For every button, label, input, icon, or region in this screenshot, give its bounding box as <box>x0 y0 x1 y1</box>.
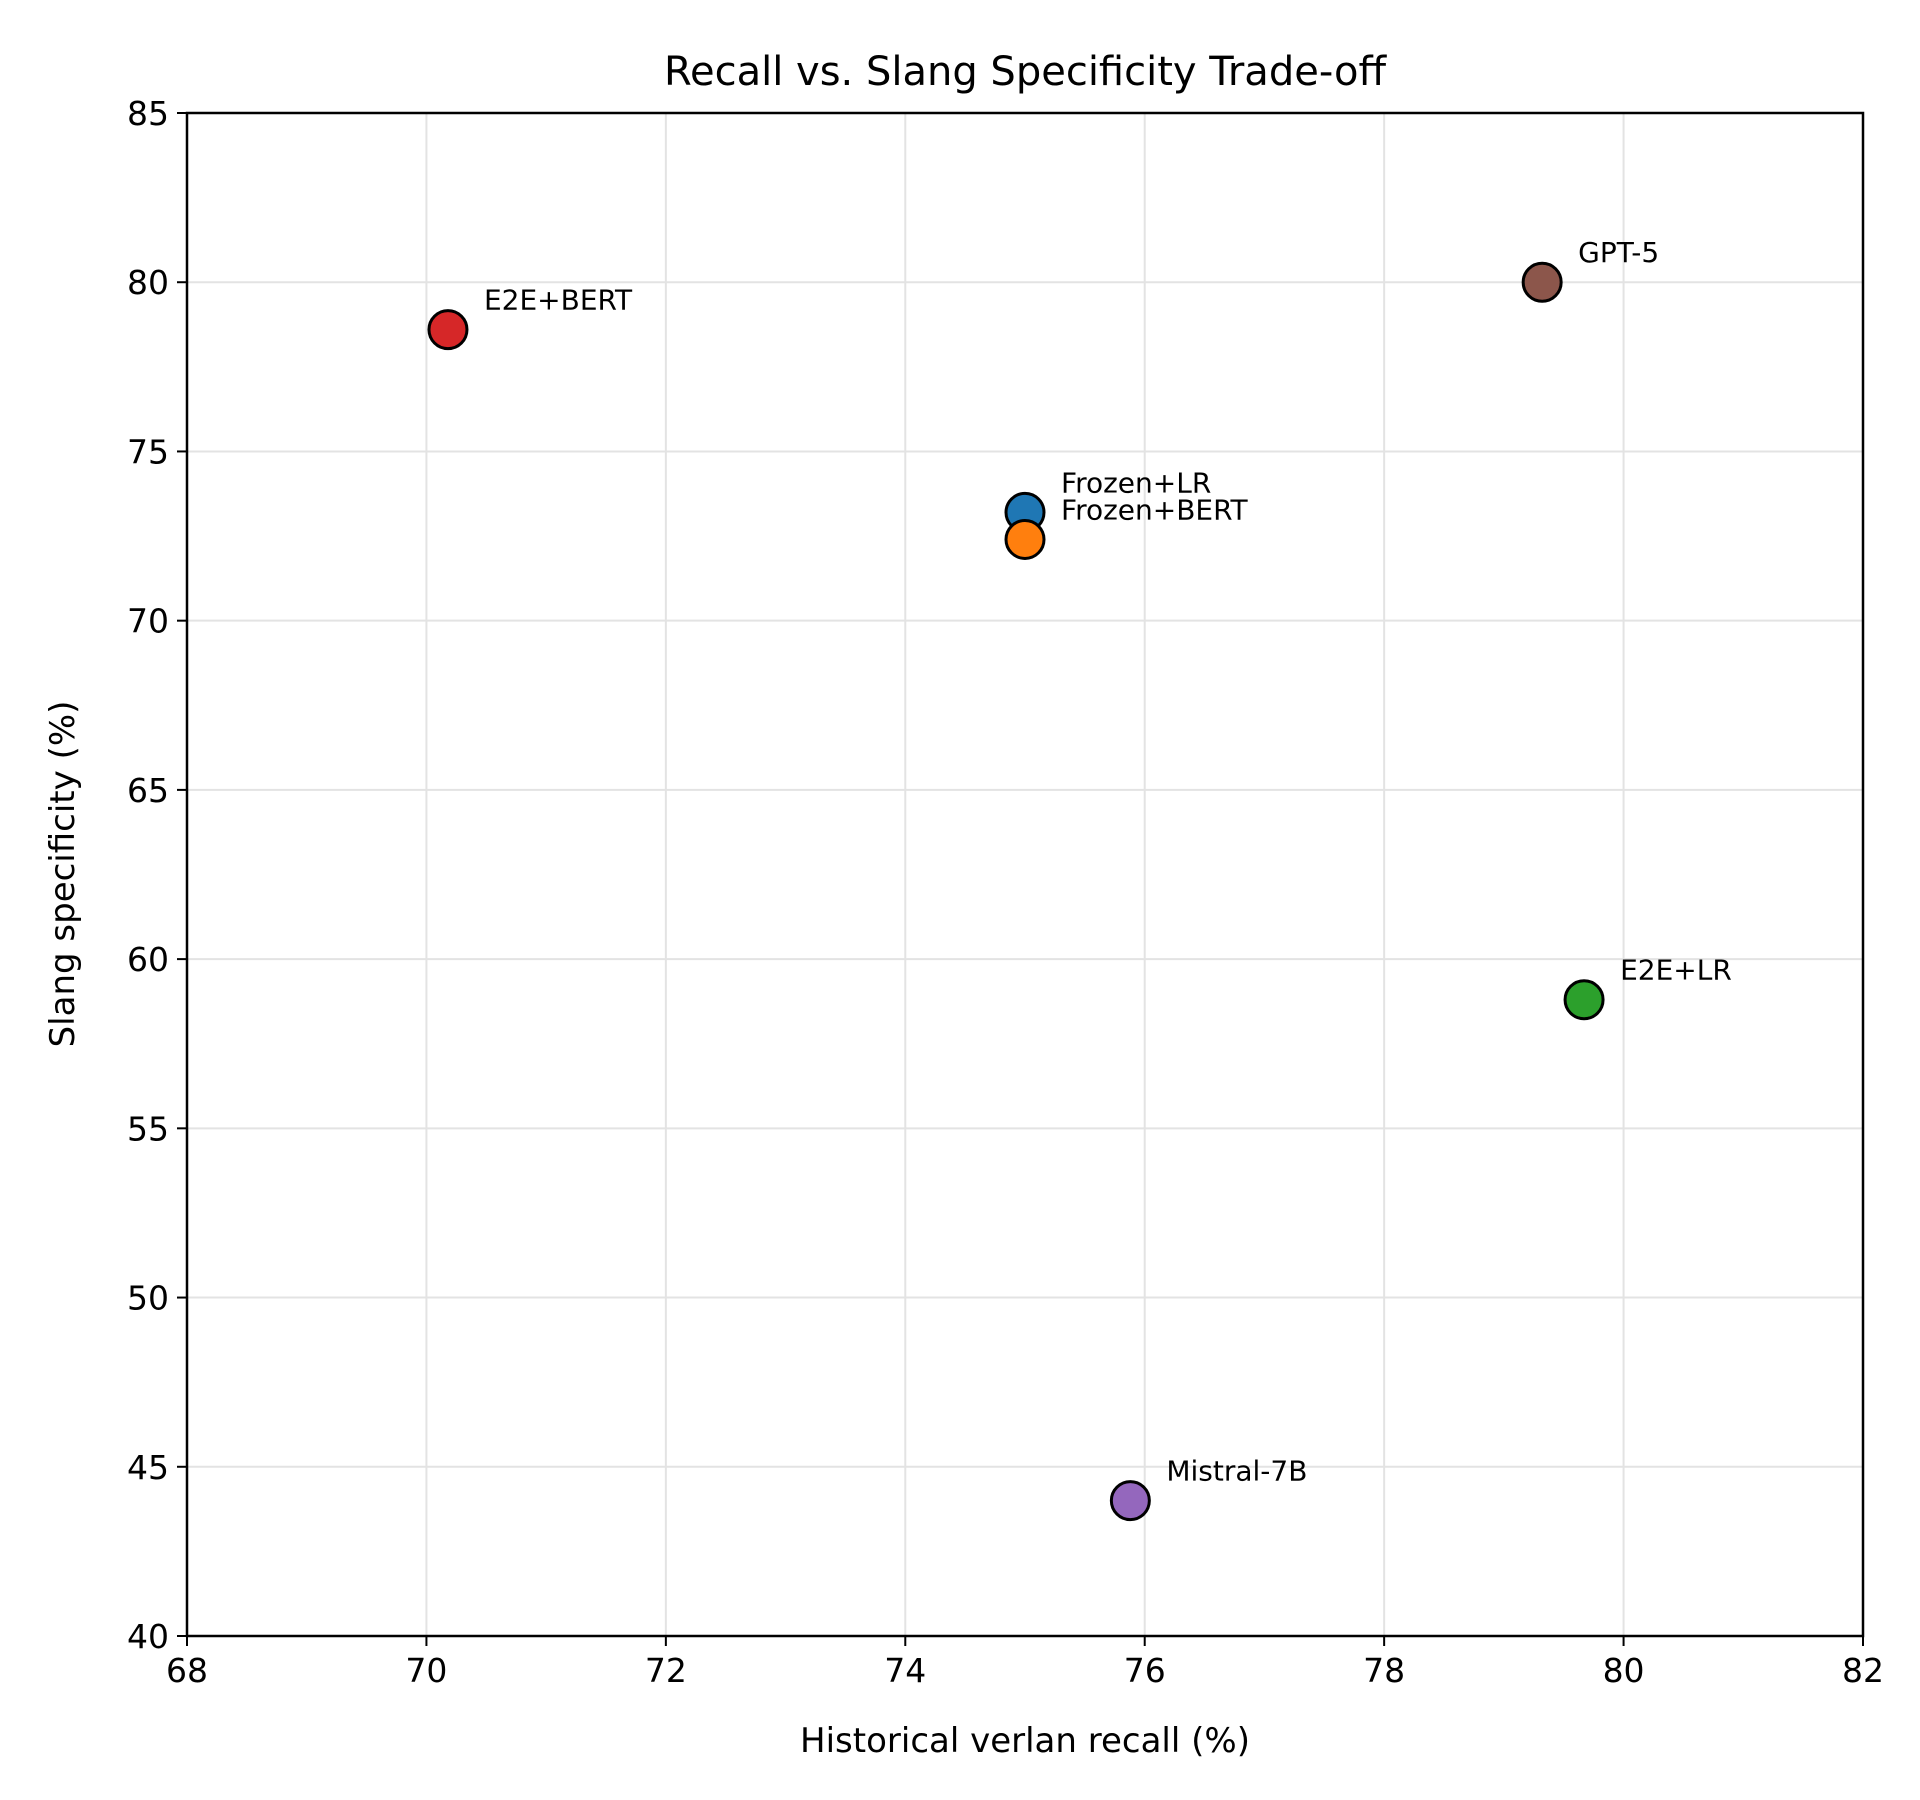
y-tick-label: 40 <box>127 1617 169 1656</box>
x-tick-label: 76 <box>1124 1651 1166 1690</box>
data-point <box>1109 1480 1151 1522</box>
y-tick-label: 55 <box>127 1109 169 1148</box>
x-tick-label: 70 <box>405 1651 447 1690</box>
chart-title: Recall vs. Slang Specificity Trade-off <box>664 49 1387 95</box>
y-tick-label: 50 <box>127 1279 169 1318</box>
point-label: E2E+BERT <box>484 284 633 317</box>
point-label: E2E+LR <box>1620 954 1732 987</box>
y-tick-label: 65 <box>127 771 169 810</box>
point-label: Frozen+LR <box>1061 466 1211 499</box>
y-axis-label: Slang specificity (%) <box>43 701 83 1048</box>
point-label: Mistral-7B <box>1166 1455 1307 1488</box>
x-tick-label: 72 <box>645 1651 687 1690</box>
data-point <box>1521 261 1563 303</box>
x-axis-label: Historical verlan recall (%) <box>800 1721 1250 1761</box>
y-tick-label: 75 <box>127 432 169 471</box>
x-tick-label: 74 <box>884 1651 926 1690</box>
y-tick-label: 70 <box>127 602 169 641</box>
data-point <box>1004 518 1046 560</box>
x-tick-label: 78 <box>1363 1651 1405 1690</box>
y-tick-label: 60 <box>127 940 169 979</box>
y-tick-label: 80 <box>127 263 169 302</box>
data-point <box>427 309 469 351</box>
point-label: Frozen+BERT <box>1061 493 1249 526</box>
x-tick-label: 82 <box>1842 1651 1884 1690</box>
y-tick-label: 45 <box>127 1448 169 1487</box>
data-point <box>1563 979 1605 1021</box>
point-label: GPT-5 <box>1578 236 1659 269</box>
x-tick-label: 80 <box>1603 1651 1645 1690</box>
x-tick-label: 68 <box>166 1651 208 1690</box>
axis-ticks: 68 70 72 74 76 78 80 82 40 45 50 55 60 65 70 75 80 85 <box>127 94 1884 1690</box>
plot-frame <box>185 111 1865 1638</box>
y-tick-label: 85 <box>127 94 169 133</box>
